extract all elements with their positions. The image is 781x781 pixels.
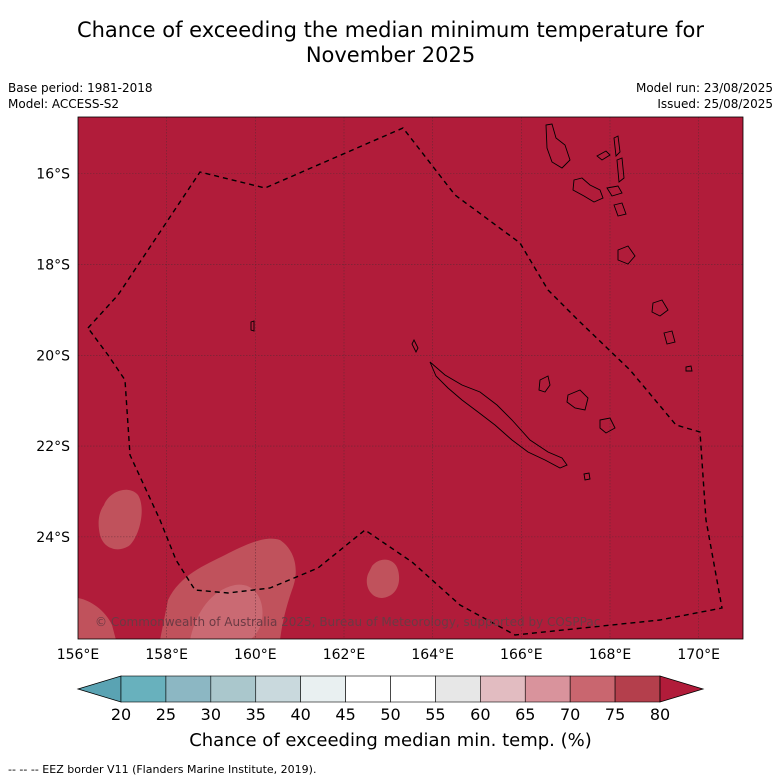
colorbar-segment xyxy=(300,675,346,703)
base-period: Base period: 1981-2018 xyxy=(8,81,153,95)
colorbar-tick-label: 70 xyxy=(560,705,580,724)
colorbar-tick-label: 55 xyxy=(425,705,445,724)
eez-legend-note: -- -- -- EEZ border V11 (Flanders Marine… xyxy=(8,763,317,776)
lat-tick-label: 18°S xyxy=(36,258,70,274)
lon-tick-label: 156°E xyxy=(57,647,100,663)
coastline-pentecost xyxy=(616,157,625,183)
coastline-ouvea xyxy=(538,375,551,393)
coastline-tanna xyxy=(663,330,676,345)
colorbar-label: Chance of exceeding median min. temp. (%… xyxy=(189,730,592,751)
colorbar-tick-label: 20 xyxy=(111,705,131,724)
colorbar-extend-high xyxy=(659,675,705,703)
colorbar-segment xyxy=(165,675,212,703)
colorbar-segment xyxy=(524,675,571,703)
meta-right: Model run: 23/08/2025 Issued: 25/08/2025 xyxy=(636,80,773,112)
title-line-2: November 2025 xyxy=(305,43,476,67)
coastline-new-caledonia xyxy=(429,361,568,469)
colorbar-tick-label: 50 xyxy=(380,705,400,724)
coastline-ambrym xyxy=(606,185,623,197)
coastline-erromango xyxy=(651,299,669,317)
title-line-1: Chance of exceeding the median minimum t… xyxy=(76,18,705,42)
colorbar-tick-label: 30 xyxy=(201,705,221,724)
colorbar-tick-label: 25 xyxy=(156,705,176,724)
coastline-islet xyxy=(411,338,419,354)
coastline-epi xyxy=(613,202,627,217)
colorbar-tick-label: 45 xyxy=(335,705,355,724)
colorbar-extend-low xyxy=(76,675,122,703)
lon-tick-label: 166°E xyxy=(500,647,543,663)
colorbar-segment xyxy=(480,675,526,703)
colorbar-tick-label: 40 xyxy=(290,705,310,724)
colorbar-segment xyxy=(120,675,167,703)
lat-tick-label: 24°S xyxy=(36,530,70,546)
map-background xyxy=(78,117,743,639)
model-run: Model run: 23/08/2025 xyxy=(635,81,773,95)
colorbar-segment xyxy=(390,675,436,703)
lat-tick-label: 22°S xyxy=(36,439,70,455)
coastline-islet xyxy=(250,320,255,332)
coastline-lifou xyxy=(566,389,589,411)
eez-border xyxy=(87,127,723,636)
lat-tick-label: 16°S xyxy=(36,167,70,183)
coastline-mare xyxy=(599,417,616,434)
coastline-islet xyxy=(583,472,591,481)
colorbar-tick-label: 60 xyxy=(470,705,490,724)
map-frame xyxy=(77,116,744,640)
probability-patch-70 xyxy=(366,559,400,598)
coastline-efate xyxy=(617,245,636,265)
lon-tick-label: 168°E xyxy=(589,647,632,663)
lon-tick-label: 162°E xyxy=(323,647,366,663)
copyright-text: © Commonwealth of Australia 2025, Bureau… xyxy=(95,615,600,629)
colorbar-segment xyxy=(569,675,616,703)
issued-date: Issued: 25/08/2025 xyxy=(657,97,773,111)
colorbar-tick-label: 35 xyxy=(246,705,266,724)
colorbar: 20 25 30 35 40 45 50 55 60 65 70 75 80 xyxy=(76,675,705,724)
coastline-malekula xyxy=(572,177,604,203)
probability-patch-65 xyxy=(190,584,263,639)
colorbar-tick-label: 65 xyxy=(515,705,535,724)
coastline-maewo xyxy=(613,135,621,157)
lon-tick-label: 160°E xyxy=(234,647,277,663)
colorbar-segment xyxy=(255,675,301,703)
colorbar-segment xyxy=(345,675,391,703)
coastline-ambae xyxy=(596,150,611,161)
colorbar-segment xyxy=(614,675,661,703)
coastline-aneityum xyxy=(685,365,693,372)
probability-patch-70 xyxy=(98,489,142,550)
meta-left: Base period: 1981-2018 Model: ACCESS-S2 xyxy=(8,80,153,112)
lon-tick-label: 158°E xyxy=(145,647,188,663)
colorbar-tick-label: 75 xyxy=(605,705,625,724)
lat-tick-label: 20°S xyxy=(36,348,70,364)
probability-patch-70 xyxy=(78,598,116,639)
lon-tick-label: 170°E xyxy=(677,647,720,663)
coastline-espiritu-santo xyxy=(545,123,571,169)
lon-tick-label: 164°E xyxy=(411,647,454,663)
colorbar-tick-label: 80 xyxy=(650,705,670,724)
colorbar-segment xyxy=(210,675,257,703)
colorbar-segment xyxy=(435,675,481,703)
map-title: Chance of exceeding the median minimum t… xyxy=(0,18,781,68)
model-name: Model: ACCESS-S2 xyxy=(8,97,120,111)
